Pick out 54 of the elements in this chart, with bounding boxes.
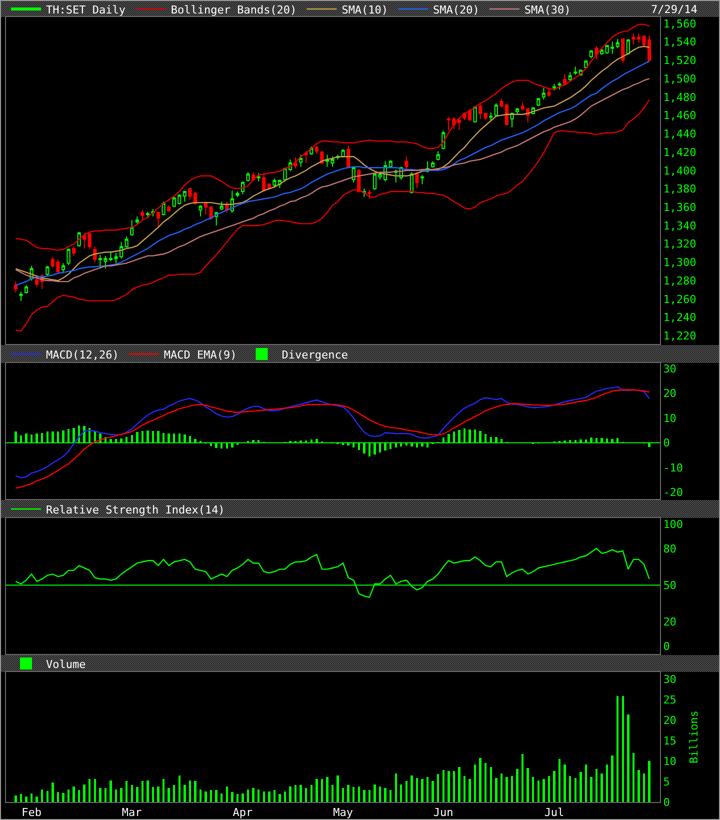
y-tick-label: 5 [663,775,670,788]
y-tick-label: 1,420 [663,146,696,159]
y-tick-label: 25 [663,693,676,706]
y-tick-label: 1,520 [663,54,696,68]
y-tick-label: 100 [663,518,684,531]
y-tick-label: 0 [663,436,670,450]
x-tick-label: Jun [433,806,454,820]
y-tick-label: 10 [663,754,676,768]
y-tick-label: 10 [663,412,676,425]
legend-label: Divergence [282,348,348,362]
y-tick-label: 1,360 [663,200,696,214]
legend-label: Relative Strength Index(14) [46,503,225,516]
y-tick-label: 1,400 [663,164,696,178]
y-tick-label: 1,300 [663,256,696,270]
y-tick-label: 30 [663,362,676,376]
y-tick-label: 20 [663,387,676,400]
y-tick-label: -20 [663,486,684,499]
legend-label: MACD(12,26) [46,348,119,362]
x-tick-label: Apr [232,806,254,820]
y-tick-label: 1,340 [663,219,696,232]
y-tick-label: 80 [663,542,676,556]
y-tick-label: 1,560 [663,17,696,30]
legend-label: Bollinger Bands(20) [170,3,297,16]
y-tick-label: 20 [663,714,676,727]
x-tick-label: May [333,806,354,820]
legend-label: MACD EMA(9) [164,348,237,362]
y-tick-label: 1,480 [663,90,696,104]
y-tick-label: 30 [663,672,676,686]
legend-label: SMA(20) [433,3,480,16]
y-tick-label: 15 [663,734,676,748]
y-tick-label: -10 [663,461,684,474]
y-tick-label: 1,440 [663,128,696,140]
x-tick-label: Feb [22,806,42,820]
y-axis-title: Billions [688,710,700,764]
y-tick-label: 1,320 [663,238,696,251]
y-tick-label: 0 [663,796,670,809]
y-tick-label: 50 [663,578,676,592]
legend-label: SMA(30) [524,3,571,16]
y-tick-label: 1,260 [663,292,696,306]
x-tick-label: Jul [544,806,564,820]
y-tick-label: 1,380 [663,182,696,196]
x-tick-label: Mar [122,806,142,820]
y-tick-label: 1,280 [663,274,696,288]
legend-label: TH:SET Daily [46,3,126,16]
text: 7/29/14 [651,3,698,16]
y-tick-label: 1,500 [663,72,696,86]
y-tick-label: 1,540 [663,36,696,49]
y-tick-label: 1,460 [663,109,696,122]
y-tick-label: 1,220 [663,330,696,343]
y-tick-label: 1,240 [663,311,696,324]
legend-label: SMA(10) [342,3,388,16]
y-tick-label: 20 [663,616,676,629]
y-tick-label: 0 [663,640,670,654]
legend-label: Volume [46,658,86,671]
